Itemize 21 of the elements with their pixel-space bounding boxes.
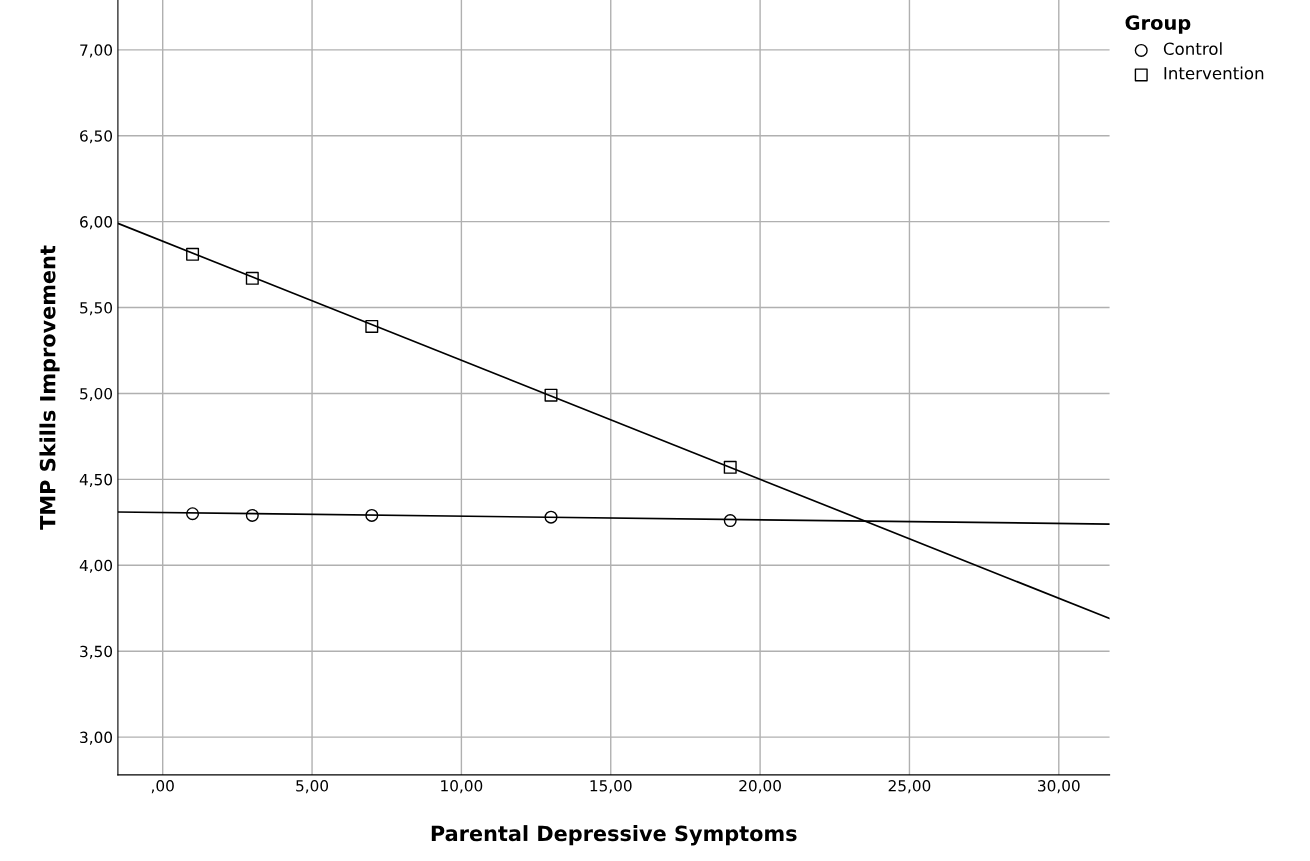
x-tick-label: 10,00 <box>441 780 483 794</box>
x-tick-label: 5,00 <box>296 780 329 794</box>
y-tick-label: 7,00 <box>80 44 113 58</box>
x-tick-label: 25,00 <box>888 780 931 794</box>
y-tick-label: 3,00 <box>80 731 113 745</box>
y-tick-label: 5,50 <box>80 302 113 316</box>
y-tick-label: 5,00 <box>80 387 113 402</box>
x-tick-label: 15,00 <box>590 780 632 794</box>
y-axis-title: TMP Skills Improvement <box>39 245 60 530</box>
y-tick-label: 4,00 <box>79 559 113 573</box>
x-tick-label: 20,00 <box>739 780 781 794</box>
legend-title: Group <box>1125 15 1191 34</box>
y-tick-label: 6,00 <box>80 216 113 230</box>
legend-label: Intervention <box>1164 66 1264 80</box>
x-tick-label: 30,00 <box>1038 780 1080 794</box>
y-tick-label: 3,50 <box>80 645 113 659</box>
y-tick-label: 4,50 <box>79 473 113 487</box>
x-tick-label: ,00 <box>151 780 174 794</box>
legend-label: Control <box>1163 42 1222 56</box>
y-tick-label: 6,50 <box>80 130 113 144</box>
x-axis-title: Parental Depressive Symptoms <box>431 825 797 846</box>
